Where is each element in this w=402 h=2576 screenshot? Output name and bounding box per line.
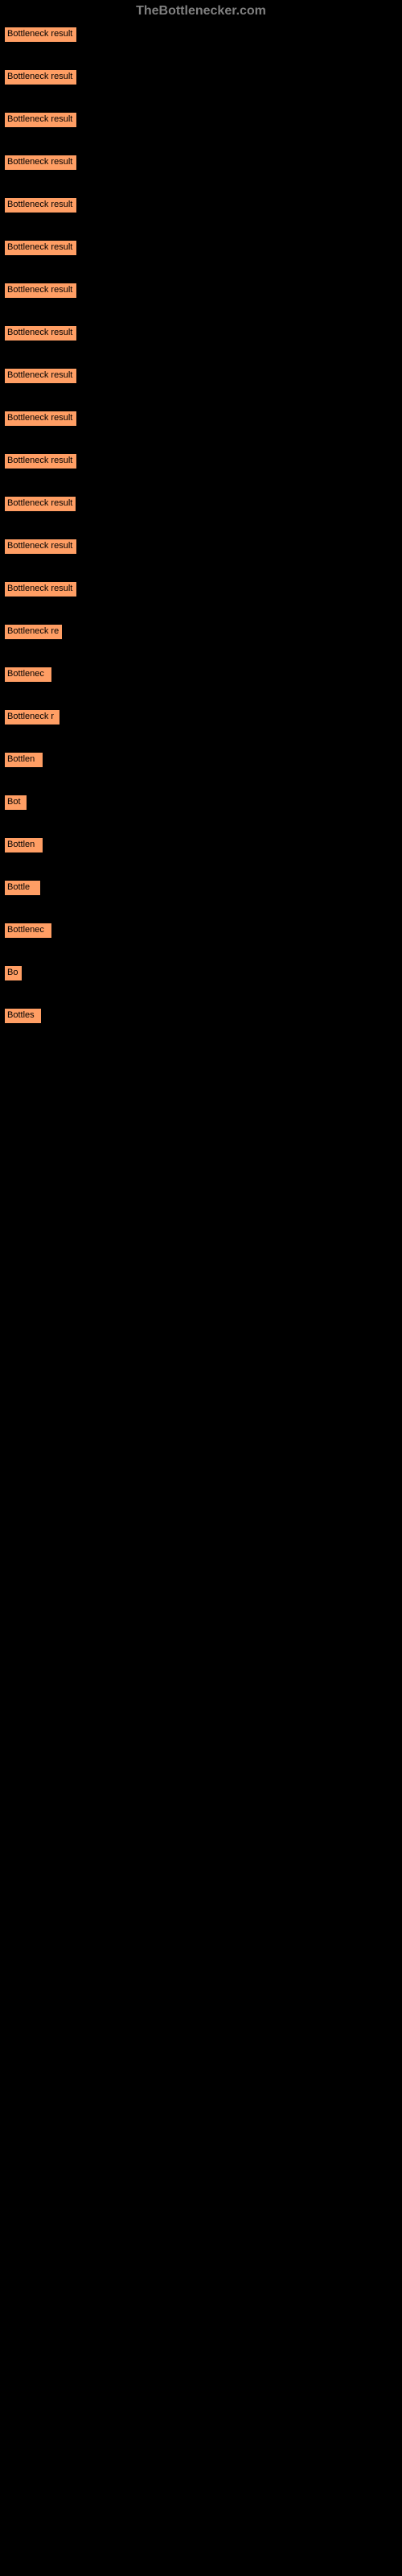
bar-label: Bottlenec xyxy=(7,925,44,935)
bar-row: Bottleneck result xyxy=(4,325,398,341)
bar-row: Bottleneck result xyxy=(4,69,398,85)
header-title: TheBottlenecker.com xyxy=(136,4,266,18)
bar-row: Bo xyxy=(4,965,398,981)
bar-label: Bottlen xyxy=(7,840,35,849)
bar-label: Bottleneck result xyxy=(7,285,72,295)
bar-label: Bo xyxy=(7,968,18,977)
bar-row: Bottleneck result xyxy=(4,411,398,427)
bar-label: Bottleneck result xyxy=(7,114,72,124)
bar-row: Bottleneck result xyxy=(4,539,398,555)
bar-row: Bot xyxy=(4,795,398,811)
bar-row: Bottleneck result xyxy=(4,27,398,43)
bar-label: Bottleneck result xyxy=(7,29,72,39)
bar-row: Bottleneck result xyxy=(4,453,398,469)
bar-label: Bottles xyxy=(7,1010,35,1020)
bar: Bot xyxy=(4,795,27,811)
bar: Bottlen xyxy=(4,837,43,853)
bar-row: Bottleneck r xyxy=(4,709,398,725)
bar-row: Bottleneck re xyxy=(4,624,398,640)
bar: Bottleneck result xyxy=(4,325,77,341)
header: TheBottlenecker.com xyxy=(0,0,402,23)
bar: Bottleneck result xyxy=(4,283,77,299)
bar: Bottleneck result xyxy=(4,197,77,213)
bar: Bo xyxy=(4,965,23,981)
bar-row: Bottlenec xyxy=(4,667,398,683)
bar-row: Bottleneck result xyxy=(4,283,398,299)
bar: Bottleneck result xyxy=(4,112,77,128)
bar: Bottle xyxy=(4,880,41,896)
bar: Bottleneck r xyxy=(4,709,60,725)
bar: Bottleneck result xyxy=(4,155,77,171)
bar: Bottles xyxy=(4,1008,42,1024)
bar-row: Bottleneck result xyxy=(4,581,398,597)
bar-label: Bottleneck r xyxy=(7,712,54,721)
bar: Bottleneck result xyxy=(4,240,77,256)
bar-row: Bottlen xyxy=(4,752,398,768)
bar-row: Bottlen xyxy=(4,837,398,853)
bar-label: Bottleneck result xyxy=(7,541,72,551)
bar-label: Bottle xyxy=(7,882,30,892)
bar-label: Bottleneck result xyxy=(7,157,72,167)
bar: Bottlen xyxy=(4,752,43,768)
bar: Bottleneck result xyxy=(4,69,77,85)
bar-row: Bottleneck result xyxy=(4,197,398,213)
bar-label: Bottleneck result xyxy=(7,498,72,508)
bar-label: Bottleneck result xyxy=(7,242,72,252)
bar-label: Bottleneck result xyxy=(7,72,72,81)
bar-label: Bottleneck result xyxy=(7,328,72,337)
bar: Bottleneck result xyxy=(4,368,77,384)
bar: Bottleneck result xyxy=(4,453,77,469)
bar-label: Bottleneck result xyxy=(7,413,72,423)
bar-row: Bottle xyxy=(4,880,398,896)
bar-row: Bottles xyxy=(4,1008,398,1024)
bar-label: Bottleneck re xyxy=(7,626,59,636)
bar-row: Bottleneck result xyxy=(4,240,398,256)
bar: Bottleneck re xyxy=(4,624,63,640)
bar-row: Bottleneck result xyxy=(4,368,398,384)
bar: Bottleneck result xyxy=(4,411,77,427)
bar-row: Bottleneck result xyxy=(4,496,398,512)
bar-label: Bottleneck result xyxy=(7,584,72,593)
bar-label: Bottlenec xyxy=(7,669,44,679)
bar-label: Bottlen xyxy=(7,754,35,764)
bar: Bottleneck result xyxy=(4,27,77,43)
bar-label: Bot xyxy=(7,797,21,807)
chart-container: Bottleneck result Bottleneck result Bottle… xyxy=(0,23,402,1055)
bar-label: Bottleneck result xyxy=(7,200,72,209)
bar-row: Bottleneck result xyxy=(4,155,398,171)
bar-row: Bottleneck result xyxy=(4,112,398,128)
bar: Bottleneck result xyxy=(4,496,76,512)
bar-row: Bottlenec xyxy=(4,923,398,939)
bar: Bottlenec xyxy=(4,667,52,683)
bar: Bottlenec xyxy=(4,923,52,939)
bar: Bottleneck result xyxy=(4,539,77,555)
bar: Bottleneck result xyxy=(4,581,77,597)
bar-label: Bottleneck result xyxy=(7,456,72,465)
bar-label: Bottleneck result xyxy=(7,370,72,380)
